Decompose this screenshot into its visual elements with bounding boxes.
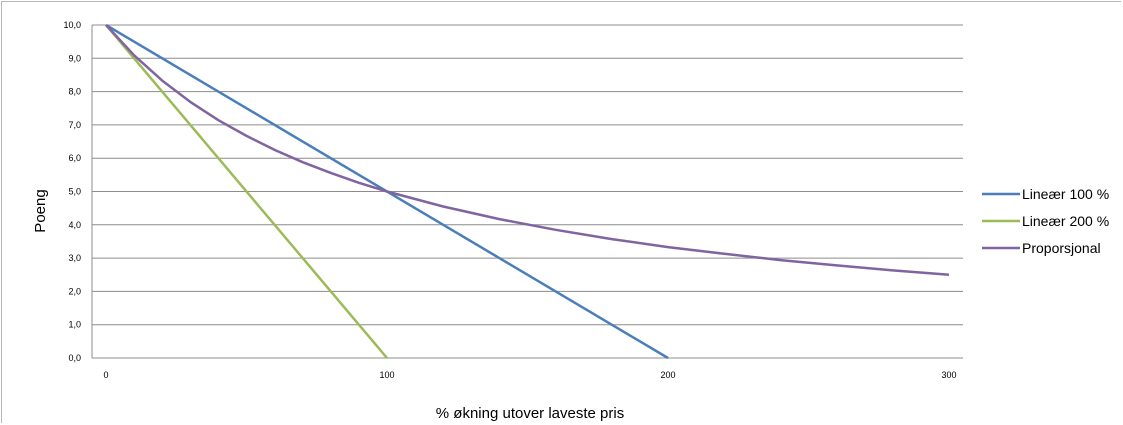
y-tick-label: 2,0 [68,286,81,296]
series-lines [105,23,950,360]
y-tick-label: 7,0 [68,120,81,130]
y-tick-label: 9,0 [68,53,81,63]
x-axis-title: % økning utover laveste pris [436,405,624,422]
y-tick-label: 0,0 [68,353,81,363]
legend-label: Lineær 200 % [1022,213,1109,229]
axes [91,25,963,359]
y-tick-labels: 0,0 1,0 2,0 3,0 4,0 5,0 6,0 7,0 8,0 9,0 10,0 [63,20,81,363]
y-tick-label: 1,0 [68,320,81,330]
x-tick-label: 100 [379,370,394,380]
gridlines [92,24,963,326]
y-axis-title: Poeng [32,189,49,232]
y-tick-label: 4,0 [68,220,81,230]
series-line-3 [105,24,950,277]
x-tick-labels: 0 100 200 300 [103,370,956,380]
x-tick-label: 200 [660,370,675,380]
x-tick-label: 300 [941,370,956,380]
y-tick-label: 8,0 [68,87,81,97]
legend-label: Lineær 100 % [1022,186,1109,202]
y-tick-label: 5,0 [68,187,81,197]
legend-label: Proporsjonal [1022,240,1101,256]
y-tick-label: 6,0 [68,153,81,163]
legend: Lineær 100 % Lineær 200 % Proporsjonal [982,186,1109,256]
y-tick-label: 3,0 [68,253,81,263]
x-tick-label: 0 [103,370,108,380]
y-tick-label: 10,0 [63,20,81,30]
series-line-2 [105,24,388,359]
